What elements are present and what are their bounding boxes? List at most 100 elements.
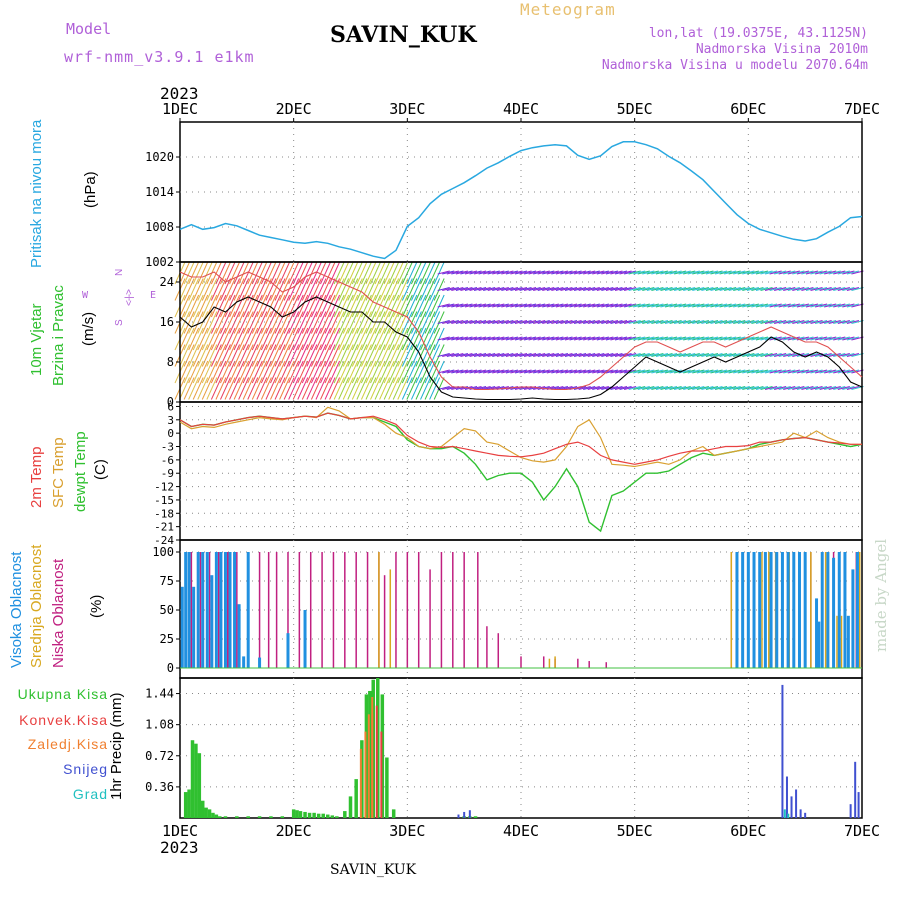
wind-barb [501, 270, 514, 275]
wind-barb [220, 311, 231, 334]
cloud-low-bar [199, 552, 202, 668]
wind-barb [755, 336, 769, 341]
wind-barb [569, 287, 582, 291]
wind-barb [329, 344, 341, 367]
wind-barb [251, 294, 263, 318]
wind-barb [710, 303, 723, 308]
wind-barb [496, 287, 509, 291]
wind-barb [247, 360, 259, 384]
wind-barb [764, 336, 778, 341]
snow-bar [468, 810, 471, 818]
wind-barb [455, 336, 469, 341]
wind-barb [429, 294, 441, 318]
wind-barb [247, 278, 259, 301]
wind-barb [342, 261, 354, 285]
cloud-low-bar [463, 552, 465, 668]
wind-barb [733, 287, 746, 291]
wind-barb [292, 344, 304, 367]
wind-barb [610, 336, 623, 341]
wind-barb [619, 386, 632, 390]
wind-barb [342, 278, 354, 301]
wind-barb [837, 386, 850, 390]
wind-barb [455, 369, 469, 374]
wind-barb [651, 353, 664, 357]
wind-barb [505, 303, 519, 308]
wind-barb [664, 336, 678, 341]
wind-barb [764, 270, 778, 275]
bottom-date-label: 3DEC [389, 822, 425, 840]
wind-barb [206, 377, 218, 400]
wind-barb [660, 369, 673, 374]
wind-barb [633, 353, 646, 357]
wind-barb [701, 270, 714, 275]
wind-barb [764, 369, 778, 374]
wind-barb [183, 311, 195, 334]
wind-barb [523, 369, 537, 374]
wind-barb [406, 360, 418, 384]
wind-barb [783, 287, 796, 291]
wind-barb [420, 294, 431, 318]
wind-barb [288, 327, 300, 351]
wind-barb [351, 261, 363, 285]
wind-barb [270, 360, 281, 384]
wind-barb [279, 294, 291, 318]
wind-barb [455, 287, 469, 291]
wind-barb [247, 261, 259, 285]
station-title: SAVIN_KUK [330, 22, 477, 48]
wind-barb [760, 369, 773, 374]
wind-barb [669, 386, 682, 390]
wind-barb [833, 320, 846, 324]
wind-barb [601, 303, 614, 308]
wind-barb [406, 261, 418, 285]
wind-barb [837, 369, 850, 374]
wind-barb [210, 294, 222, 318]
wind-barb [796, 287, 810, 291]
wind-barb [279, 360, 291, 384]
wind-barb [583, 386, 596, 390]
cloud-low-bar [366, 552, 369, 668]
total-rain-bar [211, 812, 215, 818]
wind-barb [288, 278, 300, 301]
wind-barb [251, 311, 263, 334]
wind-barb [746, 386, 760, 390]
wind-barb [505, 353, 519, 357]
wind-barb [379, 261, 391, 285]
wind-barb [814, 369, 828, 374]
year-top: 2023 [160, 84, 199, 103]
wind-barb [374, 327, 386, 351]
wind-barb [792, 386, 805, 390]
wind-barb [514, 336, 528, 341]
wind-barb [192, 261, 204, 285]
wind-barb [705, 320, 719, 324]
wind-barb [238, 261, 250, 285]
wind-barb [201, 377, 213, 400]
wind-barb [265, 294, 277, 318]
wind-barb [774, 353, 787, 357]
wind-barb [528, 386, 541, 390]
wind-barb [792, 303, 805, 308]
wind-barb [605, 303, 619, 308]
wind-barb [347, 327, 359, 351]
cloud-high-bar [752, 552, 756, 668]
wind-barb [220, 294, 231, 318]
wind-barb [710, 353, 723, 357]
cloud-high-bar [815, 598, 819, 668]
wind-barb [660, 353, 673, 357]
snow-bar [857, 792, 860, 818]
wind-barb [215, 377, 227, 400]
wind-barb [320, 311, 331, 334]
wind-barb [429, 327, 441, 351]
wind-barb [760, 270, 773, 275]
wind-barb [206, 360, 218, 384]
wind-barb [633, 386, 646, 390]
wind-barb [460, 336, 473, 341]
wind-barb [537, 270, 550, 275]
wind-barb [501, 369, 514, 374]
wind-barb [696, 386, 709, 390]
wind-barb [833, 353, 846, 357]
cloud-mid-bar [548, 658, 551, 668]
wind-barb [587, 270, 600, 275]
wind-barb [473, 287, 487, 291]
wind-barb [601, 270, 614, 275]
wind-barb [342, 360, 354, 384]
